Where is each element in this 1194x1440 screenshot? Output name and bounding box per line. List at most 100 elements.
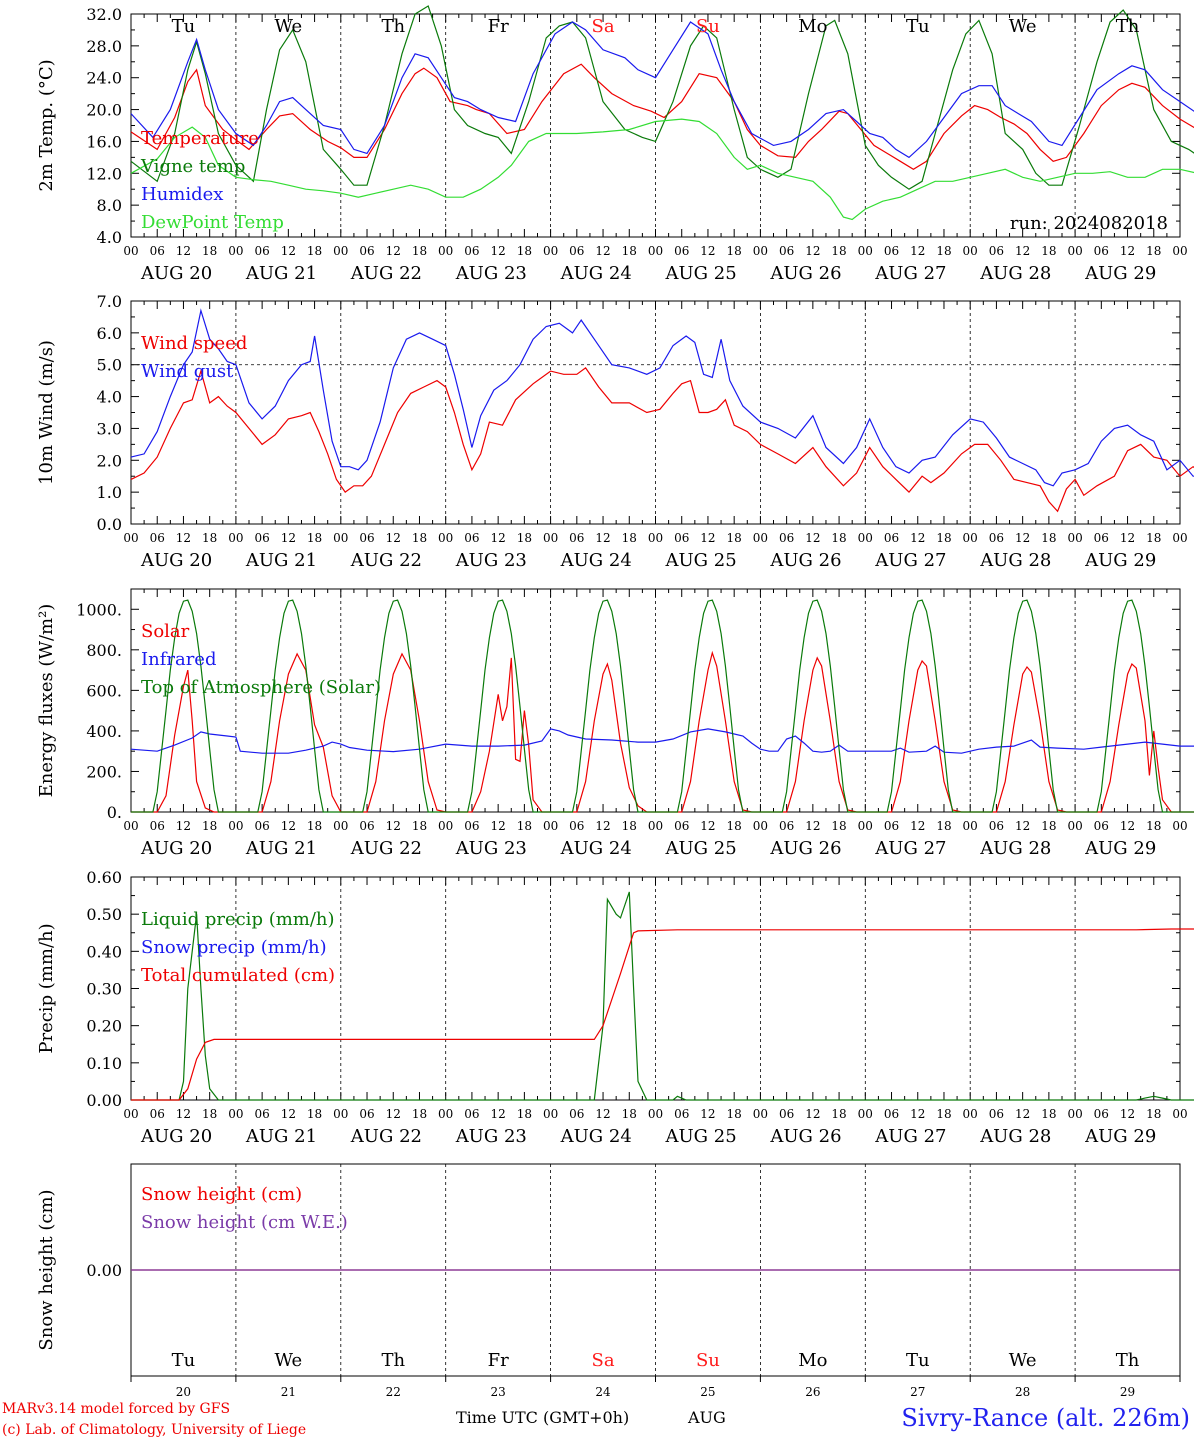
x-tick-label: 12 xyxy=(910,1107,925,1121)
x-tick-label: 00 xyxy=(648,531,663,545)
x-tick-label: 12 xyxy=(176,1107,191,1121)
x-tick-label: 12 xyxy=(386,244,401,258)
legend-entry: Snow height (cm) xyxy=(141,1184,302,1205)
x-tick-label: 00 xyxy=(333,244,348,258)
x-day-label: AUG 22 xyxy=(350,263,422,284)
x-tick-label: 00 xyxy=(1067,244,1082,258)
x-tick-label: 12 xyxy=(491,244,506,258)
x-tick-label: 18 xyxy=(727,1107,742,1121)
y-axis-label: Precip (mm/h) xyxy=(36,923,57,1053)
x-day-label: AUG 28 xyxy=(979,263,1051,284)
x-tick-label: 06 xyxy=(464,531,479,545)
x-tick-label: 12 xyxy=(700,244,715,258)
x-tick-label: 18 xyxy=(517,531,532,545)
x-tick-label: 18 xyxy=(622,1107,637,1121)
x-tick-label: 18 xyxy=(1146,819,1161,833)
panel-snow: 0.00 Snow height (cm) Snow height (cm) Snow… xyxy=(36,1163,1181,1399)
x-day-label: AUG 22 xyxy=(350,1126,422,1147)
x-tick-label: 06 xyxy=(779,1107,794,1121)
x-tick-label: 12 xyxy=(281,531,296,545)
x-tick-label: 06 xyxy=(779,244,794,258)
y-tick-label: 0.50 xyxy=(86,905,122,924)
bottom-weekday-label: We xyxy=(275,1350,303,1371)
x-day-label: AUG 25 xyxy=(665,550,737,571)
station-label: Sivry-Rance (alt. 226m) xyxy=(901,1404,1190,1432)
bottom-weekday-label: We xyxy=(1009,1350,1037,1371)
bottom-weekday-label: Tu xyxy=(906,1350,930,1371)
series-liquid-precip-mm-h- xyxy=(131,891,1194,1101)
x-tick-label: 18 xyxy=(727,244,742,258)
x-tick-label: 18 xyxy=(831,1107,846,1121)
series-humidex xyxy=(130,21,1194,159)
x-tick-label: 00 xyxy=(858,244,873,258)
x-tick-label: 06 xyxy=(779,819,794,833)
panel-precip: 00 06 12 18 00 06 12 18 00 06 12 18 00 06 12 18 00 06 12 18… xyxy=(36,868,1194,1147)
x-tick-label: 00 xyxy=(1172,1107,1187,1121)
y-axis-label: 10m Wind (m/s) xyxy=(36,340,57,485)
series-vigne-temp xyxy=(130,5,1194,190)
month-label: AUG xyxy=(687,1408,726,1427)
x-tick-label: 18 xyxy=(831,531,846,545)
x-tick-label: 06 xyxy=(989,819,1004,833)
x-day-label: AUG 20 xyxy=(140,550,212,571)
x-tick-label: 12 xyxy=(386,819,401,833)
x-tick-label: 12 xyxy=(595,1107,610,1121)
x-tick-label: 00 xyxy=(228,531,243,545)
x-tick-label: 06 xyxy=(779,531,794,545)
x-tick-label: 18 xyxy=(831,244,846,258)
y-tick-label: 8.0 xyxy=(97,196,122,215)
x-tick-label: 00 xyxy=(543,531,558,545)
bottom-day-number: 29 xyxy=(1120,1385,1135,1399)
bottom-day-number: 24 xyxy=(595,1385,611,1399)
bottom-day-number: 28 xyxy=(1015,1385,1030,1399)
x-tick-label: 06 xyxy=(569,1107,584,1121)
x-day-label: AUG 24 xyxy=(560,838,632,859)
x-tick-label: 18 xyxy=(202,1107,217,1121)
bottom-day-number: 25 xyxy=(700,1385,715,1399)
x-tick-label: 18 xyxy=(412,244,427,258)
y-tick-label: 16.0 xyxy=(86,132,122,151)
y-tick-label: 0.00 xyxy=(86,1091,122,1110)
x-tick-label: 12 xyxy=(1120,819,1135,833)
x-day-label: AUG 20 xyxy=(140,838,212,859)
y-tick-label: 24.0 xyxy=(86,69,122,88)
x-day-label: AUG 27 xyxy=(874,1126,946,1147)
x-tick-label: 12 xyxy=(700,531,715,545)
x-tick-label: 00 xyxy=(438,819,453,833)
x-tick-label: 00 xyxy=(963,819,978,833)
y-tick-label: 600. xyxy=(86,681,122,700)
x-tick-label: 12 xyxy=(386,1107,401,1121)
x-tick-label: 06 xyxy=(569,244,584,258)
x-day-label: AUG 27 xyxy=(874,263,946,284)
x-tick-label: 18 xyxy=(412,531,427,545)
bottom-day-number: 22 xyxy=(386,1385,401,1399)
plot-frame xyxy=(130,300,1181,525)
x-tick-label: 12 xyxy=(281,819,296,833)
x-tick-label: 18 xyxy=(936,1107,951,1121)
x-tick-label: 18 xyxy=(517,244,532,258)
x-tick-label: 06 xyxy=(1094,531,1109,545)
x-tick-label: 00 xyxy=(858,531,873,545)
x-tick-label: 18 xyxy=(202,244,217,258)
x-tick-label: 06 xyxy=(254,244,269,258)
series-infrared xyxy=(130,728,1194,754)
x-tick-label: 00 xyxy=(1172,819,1187,833)
x-tick-label: 06 xyxy=(150,819,165,833)
x-tick-label: 00 xyxy=(648,819,663,833)
bottom-weekday-label: Th xyxy=(1116,1350,1140,1371)
x-tick-label: 00 xyxy=(123,244,138,258)
bottom-weekday-label: Su xyxy=(696,1350,720,1371)
legend-entry: Snow height (cm W.E.) xyxy=(141,1212,348,1233)
x-tick-label: 18 xyxy=(622,819,637,833)
bottom-weekday-label: Th xyxy=(381,1350,405,1371)
x-tick-label: 06 xyxy=(150,244,165,258)
x-tick-label: 06 xyxy=(674,244,689,258)
x-tick-label: 18 xyxy=(1146,244,1161,258)
x-day-label: AUG 24 xyxy=(560,1126,632,1147)
x-tick-label: 00 xyxy=(333,1107,348,1121)
x-tick-label: 00 xyxy=(228,244,243,258)
x-day-label: AUG 22 xyxy=(350,550,422,571)
y-tick-label: 200. xyxy=(86,762,122,781)
x-tick-label: 18 xyxy=(307,819,322,833)
x-day-label: AUG 23 xyxy=(455,1126,527,1147)
